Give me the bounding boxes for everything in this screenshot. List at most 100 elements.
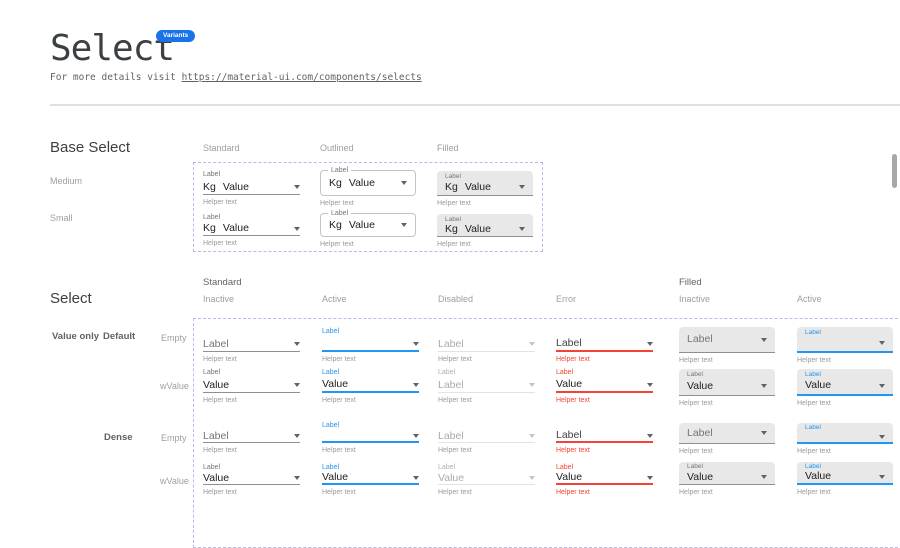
select-label: Label <box>445 173 461 180</box>
dropdown-arrow-icon <box>294 342 300 346</box>
row-group-dense: Dense <box>104 432 133 443</box>
select-label: Label <box>438 369 456 376</box>
helper-text: Helper text <box>437 241 471 248</box>
dropdown-arrow-icon <box>294 226 300 231</box>
base-standard-medium-select[interactable]: Label Kg Value Helper text <box>203 170 300 206</box>
select-filled-inactive-empty[interactable]: Label Helper text <box>679 327 775 364</box>
dropdown-arrow-icon <box>761 337 767 342</box>
select-filled-inactive-wvalue[interactable]: Label Value Helper text <box>679 369 775 407</box>
select-control[interactable]: Value <box>322 378 419 393</box>
select-control[interactable]: Label <box>797 327 893 353</box>
select-label: Label <box>203 464 221 471</box>
adornment: Kg <box>445 180 458 193</box>
dropdown-arrow-icon <box>401 223 407 227</box>
select-control[interactable]: Label Value <box>797 369 893 396</box>
select-placeholder: Label <box>687 426 713 439</box>
group-header-filled: Filled <box>679 277 702 288</box>
select-dense-standard-error-empty[interactable]: Label Helper text <box>556 421 653 454</box>
select-control[interactable]: Label Value <box>679 369 775 396</box>
helper-text: Helper text <box>322 356 356 363</box>
dropdown-arrow-icon <box>761 475 767 479</box>
select-control[interactable]: Label Kg Value <box>320 210 416 237</box>
select-label: Label <box>322 464 340 471</box>
helper-text: Helper text <box>203 447 237 454</box>
select-standard-active-wvalue[interactable]: Label Value Helper text <box>322 368 419 404</box>
dropdown-arrow-icon <box>529 383 535 387</box>
select-control[interactable]: Value <box>203 472 300 485</box>
helper-text: Helper text <box>203 199 237 206</box>
select-dense-filled-active-wvalue[interactable]: Label Value Helper text <box>797 462 893 496</box>
select-control[interactable]: Value <box>203 378 300 393</box>
select-standard-inactive-empty[interactable]: Label Helper text <box>203 327 300 363</box>
helper-text: Helper text <box>556 356 590 363</box>
select-label: Label <box>805 424 821 431</box>
select-dense-standard-active-empty[interactable]: Label Helper text <box>322 421 419 454</box>
select-control[interactable]: Label Kg Value <box>437 171 533 196</box>
select-value: Label <box>438 378 464 391</box>
select-control: Label <box>438 337 535 352</box>
select-dense-standard-disabled-empty: Label Helper text <box>438 421 535 454</box>
base-standard-small-select[interactable]: Label Kg Value Helper text <box>203 213 300 247</box>
select-label: Label <box>328 167 352 175</box>
base-filled-small-select[interactable]: Label Kg Value Helper text <box>437 214 533 248</box>
select-dense-standard-active-wvalue[interactable]: Label Value Helper text <box>322 463 419 496</box>
select-standard-inactive-wvalue[interactable]: Label Value Helper text <box>203 368 300 404</box>
select-control[interactable]: Value <box>322 472 419 485</box>
dropdown-arrow-icon <box>519 227 525 231</box>
select-standard-active-empty[interactable]: Label Helper text <box>322 327 419 363</box>
dropdown-arrow-icon <box>761 431 767 435</box>
select-value: Value <box>556 378 583 391</box>
select-dense-filled-inactive-wvalue[interactable]: Label Value Helper text <box>679 462 775 496</box>
select-value: Value <box>222 222 249 235</box>
select-control[interactable]: Kg Value <box>203 180 300 195</box>
select-control[interactable]: Label Value <box>797 462 893 485</box>
base-filled-medium-select[interactable]: Label Kg Value Helper text <box>437 171 533 207</box>
select-dense-filled-inactive-empty[interactable]: Label Helper text <box>679 423 775 455</box>
select-value: Value <box>203 471 230 484</box>
dropdown-arrow-icon <box>647 433 653 438</box>
select-control[interactable]: Value <box>556 378 653 393</box>
base-outlined-small-select[interactable]: Label Kg Value Helper text <box>320 210 416 248</box>
select-control[interactable]: Value <box>556 472 653 485</box>
select-control[interactable]: Label <box>203 337 300 352</box>
row-label-dense-wvalue: wValue <box>160 476 189 486</box>
select-dense-standard-error-wvalue[interactable]: Label Value Helper text <box>556 463 653 496</box>
dropdown-arrow-icon <box>294 434 300 438</box>
select-filled-active-wvalue[interactable]: Label Value Helper text <box>797 369 893 407</box>
select-control[interactable]: Label <box>556 337 653 352</box>
dropdown-arrow-icon <box>413 433 419 438</box>
row-group-default: Default <box>103 331 136 342</box>
select-control[interactable]: Label <box>203 430 300 443</box>
helper-text: Helper text <box>320 200 354 207</box>
select-control[interactable] <box>322 337 419 352</box>
select-placeholder: Label <box>438 337 464 350</box>
select-control[interactable]: Label Kg Value <box>437 214 533 237</box>
base-outlined-medium-select[interactable]: Label Kg Value Helper text <box>320 167 416 207</box>
select-control[interactable]: Label <box>797 423 893 444</box>
helper-text: Helper text <box>438 397 472 404</box>
select-control[interactable]: Label <box>679 423 775 444</box>
dropdown-arrow-icon <box>413 475 419 480</box>
select-control[interactable] <box>322 430 419 443</box>
state-header-error: Error <box>556 294 576 304</box>
select-control[interactable]: Label Value <box>679 462 775 485</box>
state-header-filled-active: Active <box>797 294 822 304</box>
select-control[interactable]: Label <box>556 430 653 443</box>
select-control[interactable]: Kg Value <box>203 222 300 236</box>
helper-text: Helper text <box>797 400 831 407</box>
dropdown-arrow-icon <box>401 181 407 185</box>
select-dense-standard-inactive-empty[interactable]: Label Helper text <box>203 421 300 454</box>
vertical-scrollbar[interactable] <box>892 154 897 188</box>
select-dense-standard-inactive-wvalue[interactable]: Label Value Helper text <box>203 463 300 496</box>
select-dense-filled-active-empty[interactable]: Label Helper text <box>797 423 893 455</box>
select-control[interactable]: Label <box>679 327 775 353</box>
helper-text: Helper text <box>203 397 237 404</box>
material-ui-link[interactable]: https://material-ui.com/components/selec… <box>181 72 422 83</box>
select-label: Label <box>328 210 352 218</box>
select-label: Label <box>203 369 221 376</box>
select-value: Value <box>805 379 832 392</box>
select-filled-active-empty[interactable]: Label Helper text <box>797 327 893 364</box>
select-standard-error-wvalue[interactable]: Label Value Helper text <box>556 368 653 404</box>
select-standard-error-empty[interactable]: Label Helper text <box>556 327 653 363</box>
select-control[interactable]: Label Kg Value <box>320 167 416 196</box>
